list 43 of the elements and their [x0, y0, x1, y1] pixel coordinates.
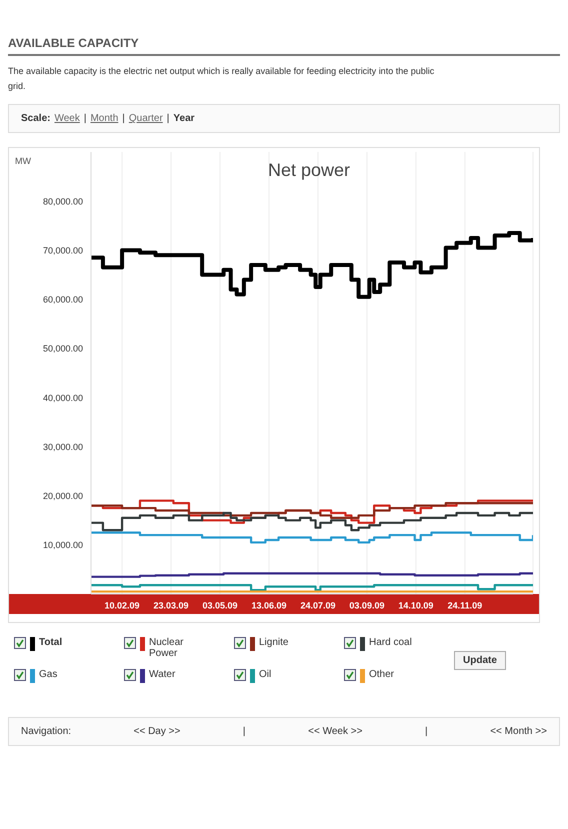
x-tick-label: 13.06.09	[251, 600, 287, 610]
x-tick-label: 03.09.09	[349, 600, 384, 610]
y-axis-title: MW	[15, 156, 31, 166]
text: Scale:	[21, 113, 50, 124]
annotation: Net power	[268, 160, 350, 180]
text: Navigation:	[21, 726, 72, 737]
y-tick-label: 40,000.00	[42, 392, 83, 403]
x-tick-label: 24.07.09	[300, 600, 336, 610]
text: |	[425, 726, 428, 737]
text: |	[242, 726, 246, 737]
chart-title: AVAILABLE CAPACITY	[8, 36, 560, 56]
x-tick-label: 24.11.09	[448, 600, 482, 610]
y-tick-label: 10,000.00	[42, 540, 83, 550]
legend-label: Oil	[259, 669, 272, 680]
text: << Week >>	[308, 726, 362, 737]
y-tick-label: 30,000.00	[42, 442, 83, 452]
y-tick-label: 20,000.00	[42, 490, 83, 501]
chart-subtitle: The available capacity is the electric net output which is really available for feeding electricity into the public grid.	[8, 65, 436, 93]
text: Update	[454, 650, 506, 670]
x-tick-label: 14.10.09	[398, 600, 434, 610]
legend-label: Lignite	[259, 637, 290, 648]
text: |	[122, 113, 125, 124]
legend-label: Nuclear Power	[149, 637, 184, 659]
x-tick-label: 23.03.09	[154, 600, 189, 610]
y-tick-label: 80,000.00	[42, 196, 83, 206]
legend-label: Other	[369, 669, 396, 680]
text: << Day >>	[134, 726, 180, 737]
text: Month	[90, 113, 118, 124]
y-tick-label: 70,000.00	[42, 245, 83, 256]
text: Year	[173, 113, 195, 124]
text: << Month >>	[490, 726, 547, 737]
y-tick-label: 50,000.00	[42, 344, 83, 354]
legend-label: Hard coal	[369, 637, 413, 648]
x-tick-label: 10.02.09	[104, 600, 140, 610]
text: Quarter	[128, 113, 163, 124]
text: |	[84, 113, 86, 124]
x-tick-label: 03.05.09	[202, 600, 238, 610]
legend-label: Total	[39, 637, 64, 648]
y-tick-label: 60,000.00	[42, 294, 83, 305]
legend-label: Water	[149, 669, 176, 680]
legend-label: Gas	[39, 669, 58, 680]
text: Week	[54, 113, 80, 124]
text: |	[166, 113, 170, 124]
